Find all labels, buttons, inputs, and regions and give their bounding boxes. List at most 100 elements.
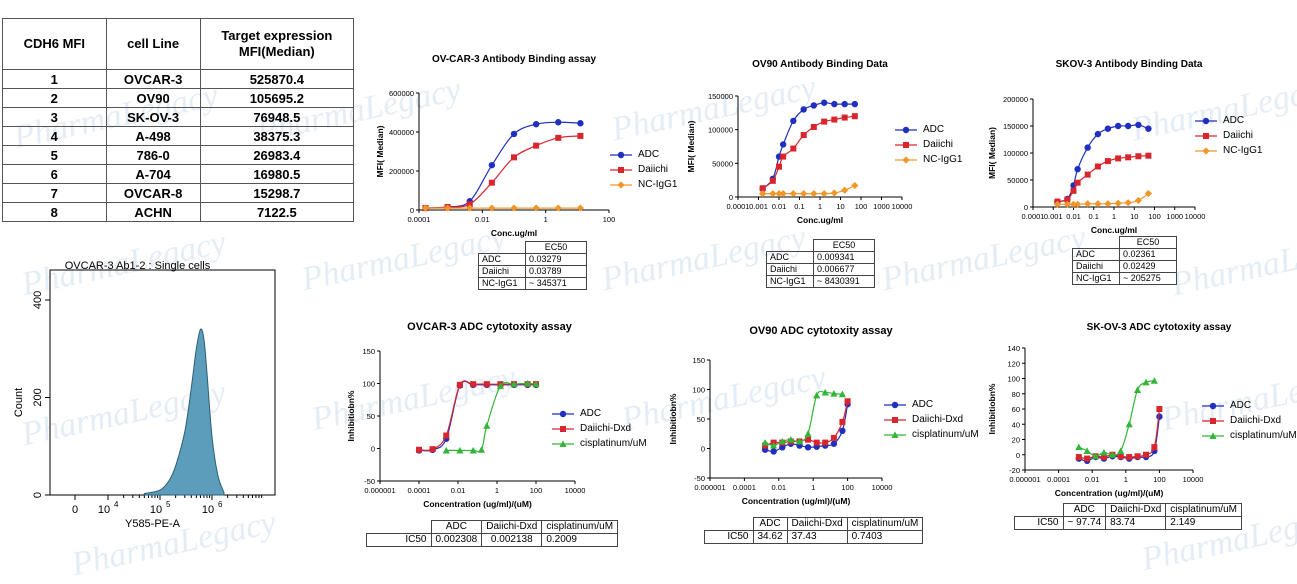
legend-swatch — [895, 126, 917, 133]
ov90-cytotoxicity-chart: OV90 ADC cytotoxity assay -50 0 50 100 150 0.0… — [668, 325, 894, 506]
legend-swatch — [1195, 146, 1217, 155]
data-point — [1064, 196, 1071, 203]
table-cell: 83.74 — [1105, 516, 1167, 530]
legend-item-daiichi: Daiichi — [895, 137, 962, 152]
table-cell — [478, 241, 526, 254]
data-point — [759, 190, 767, 198]
data-point — [510, 380, 518, 388]
table-row: 6 A-704 16980.5 — [2, 164, 355, 184]
y-tick-label: 400000 — [389, 128, 414, 137]
legend-label: ADC — [912, 399, 934, 410]
y-tick-label: 100 — [362, 380, 375, 389]
y-tick-label: 140 — [1007, 344, 1020, 353]
table-cell: ADC — [478, 253, 526, 266]
table-row: 5 786-0 26983.4 — [2, 145, 355, 165]
legend-item-daiichi: Daiichi — [1195, 128, 1262, 143]
x-tick-label: 10000 — [1185, 212, 1206, 221]
data-point — [477, 446, 486, 453]
table-cell: 6 — [2, 164, 107, 184]
legend-marker — [1209, 431, 1217, 439]
table-cell: A-498 — [105, 126, 201, 146]
data-point — [488, 161, 496, 169]
data-point — [496, 382, 505, 390]
legend-item-nc-igg1: NC-IgG1 — [895, 152, 962, 167]
x-tick-label: 1 — [495, 486, 499, 495]
table-cell: cisplatinum/uM — [846, 517, 924, 531]
table-cell: Daiichi-Dxd — [1105, 503, 1167, 517]
legend-marker — [559, 410, 567, 417]
y-tick-label: 200000 — [1003, 95, 1028, 104]
x-axis-label: Conc.ug/ml — [491, 228, 537, 238]
table-cell: EC50 — [525, 241, 587, 254]
table-cell — [1072, 236, 1120, 249]
data-point — [1074, 166, 1081, 173]
legend-swatch — [1202, 417, 1224, 424]
data-point — [483, 381, 490, 388]
y-tick-label: -50 — [694, 474, 705, 483]
chart-title: OVCAR-3 Ab1-2 : Single cells — [65, 260, 211, 272]
table-row: EC50 — [478, 241, 587, 254]
table-row: IC50 0.002308 0.002138 0.2009 — [366, 533, 619, 547]
data-point — [1094, 163, 1101, 170]
data-point — [469, 446, 477, 454]
x-tick-label: 0.1 — [794, 202, 804, 211]
x-tick-label: 0.001 — [749, 202, 768, 211]
data-point — [554, 204, 562, 212]
y-tick-label: 50 — [367, 412, 375, 421]
table-cell: 525870.4 — [199, 69, 355, 89]
data-point — [1126, 454, 1133, 461]
x-tick-label: 10 — [1130, 212, 1138, 221]
data-point — [1143, 451, 1150, 458]
series-line — [446, 381, 537, 453]
legend-label: ADC — [638, 149, 660, 160]
series-adc — [415, 380, 540, 454]
y-tick-label: 0 — [729, 193, 733, 202]
y-tick-label: 150 — [692, 356, 705, 365]
data-point — [1135, 121, 1142, 129]
data-point — [820, 190, 828, 198]
table-cell: Daiichi — [1072, 260, 1120, 273]
x-tick-label: 10 — [836, 202, 844, 211]
legend-swatch — [884, 430, 906, 438]
y-tick-label: 80 — [1012, 390, 1020, 399]
data-point — [532, 380, 540, 388]
series-cisplatinum-um — [761, 388, 847, 449]
data-point — [1100, 448, 1108, 456]
data-point — [831, 100, 838, 108]
data-point — [1117, 447, 1125, 454]
y-tick-label: 150000 — [1003, 122, 1028, 131]
x-tick-label: 100 — [1148, 212, 1161, 221]
legend-marker — [559, 439, 567, 447]
data-point — [779, 141, 787, 148]
table-cell: 0.2009 — [541, 533, 619, 547]
data-point — [1075, 443, 1083, 451]
legend-swatch — [884, 416, 906, 423]
x-tick-label: 10000 — [565, 486, 586, 495]
table-cell: 3 — [2, 107, 107, 127]
legend-item-daiichi: Daiichi — [610, 162, 677, 177]
x-tick-label: 1000 — [873, 202, 890, 211]
table-cell: 0.002308 — [430, 533, 483, 547]
table-cell: NC-IgG1 — [478, 277, 526, 290]
data-point — [1063, 200, 1072, 208]
table-row: ADC Daiichi-Dxd cisplatinum/uM — [366, 520, 619, 534]
series-adc — [422, 119, 584, 212]
x-tick-label: 0.000001 — [364, 486, 395, 495]
data-point — [1084, 171, 1091, 178]
x-tick-label: 10000 — [1183, 475, 1204, 484]
data-point — [1151, 444, 1158, 451]
legend-item-daiichi-dxd: Daiichi-Dxd — [552, 421, 647, 436]
table-cell: EC50 — [813, 239, 875, 252]
data-point — [577, 120, 584, 127]
x-tick-label: 1 — [1112, 212, 1116, 221]
data-point — [830, 434, 837, 441]
x-tick-label: 0.0001 — [408, 215, 431, 224]
data-point — [830, 390, 838, 397]
data-point — [1083, 447, 1091, 454]
y-axis-label: Inhibitiobn% — [668, 393, 678, 444]
series-line — [764, 390, 843, 447]
table-cell: 1 — [2, 69, 107, 89]
x-tick-label: 0 — [72, 504, 78, 516]
x-tick-label: 0.01 — [451, 486, 466, 495]
